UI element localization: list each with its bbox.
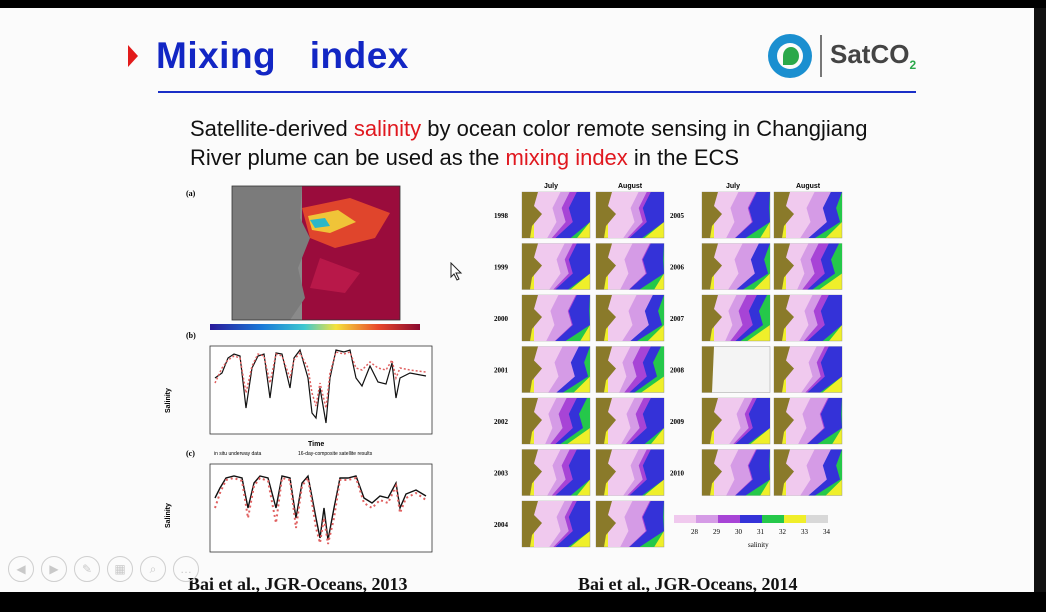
svg-text:in situ underway data: in situ underway data: [214, 451, 261, 457]
logo-text: SatCO2: [830, 39, 917, 73]
pen-icon[interactable]: ✎: [74, 556, 100, 582]
svg-text:Salinity: Salinity: [165, 503, 172, 528]
year-label: 2010: [670, 470, 685, 478]
caption-right: Bai et al., JGR-Oceans, 2014: [578, 574, 798, 592]
svg-text:salinity: salinity: [748, 541, 769, 549]
more-icon[interactable]: …: [173, 556, 199, 582]
prev-icon[interactable]: ◀: [8, 556, 34, 582]
year-label: 1999: [494, 264, 509, 272]
svg-text:Time: Time: [308, 441, 324, 448]
svg-text:August: August: [618, 183, 643, 190]
map-colorbar: [210, 324, 420, 330]
panel-a-label: (a): [186, 189, 196, 198]
year-label: 2001: [494, 367, 509, 375]
figure-left: (a) (b) Salinity Time (c) in situ underw…: [165, 185, 433, 553]
svg-text:Salinity: Salinity: [165, 388, 172, 413]
year-label: 2000: [494, 315, 509, 323]
satco-logo: SatCO2: [768, 34, 916, 78]
colorbar-tick: 30: [735, 528, 743, 536]
colorbar-tick: 31: [757, 528, 765, 536]
svg-text:(b): (b): [186, 331, 196, 340]
colorbar-tick: 29: [713, 528, 721, 536]
presentation-controls: ◀ ▶ ✎ ▦ ⌕ …: [8, 556, 199, 582]
svg-text:16-day-composite satellite res: 16-day-composite satellite results: [298, 451, 373, 457]
year-label: 2006: [670, 264, 685, 272]
svg-text:August: August: [796, 183, 821, 190]
timeseries-b-frame: [209, 345, 433, 435]
window-edge: [1034, 8, 1046, 592]
title-row: Mixing index: [128, 35, 409, 77]
title-rule: [158, 91, 916, 93]
colorbar-tick: 34: [823, 528, 831, 536]
year-label: 2008: [670, 367, 685, 375]
logo-divider: [820, 35, 822, 77]
svg-text:July: July: [544, 183, 558, 190]
slides-icon[interactable]: ▦: [107, 556, 133, 582]
timeseries-c-frame: [209, 463, 433, 553]
slide-title: Mixing index: [156, 35, 409, 76]
mouse-cursor-icon: [450, 262, 463, 281]
title-bullet-icon: [128, 45, 138, 67]
year-label: 2004: [494, 521, 509, 529]
year-label: 2009: [670, 418, 685, 426]
zoom-icon[interactable]: ⌕: [140, 556, 166, 582]
year-label: 2003: [494, 470, 509, 478]
caption-left: Bai et al., JGR-Oceans, 2013: [188, 574, 408, 592]
year-label: 2005: [670, 212, 685, 220]
slide: Mixing index SatCO2 Satellite-derived sa…: [0, 8, 1034, 592]
figure-right: July August July August 1998 1999 2000 2001…: [494, 183, 843, 549]
year-label: 2007: [670, 315, 685, 323]
colorbar-tick: 33: [801, 528, 809, 536]
svg-text:(c): (c): [186, 449, 195, 458]
year-label: 1998: [494, 212, 509, 220]
logo-swirl-icon: [768, 34, 812, 78]
next-icon[interactable]: ▶: [41, 556, 67, 582]
colorbar-tick: 28: [691, 528, 699, 536]
year-label: 2002: [494, 418, 509, 426]
description-text: Satellite-derived salinity by ocean colo…: [190, 116, 868, 170]
svg-text:July: July: [726, 183, 740, 190]
colorbar-tick: 32: [779, 528, 787, 536]
